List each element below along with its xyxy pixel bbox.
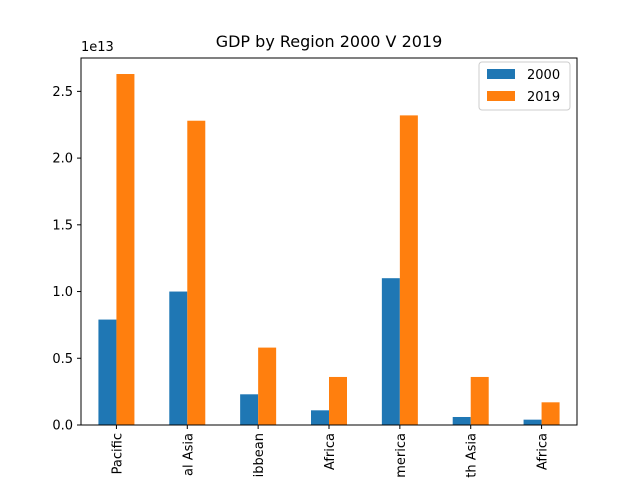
bar-2019-3 <box>329 376 347 425</box>
y-tick-label-2: 1.0 <box>52 285 73 300</box>
y-tick-label-4: 2.0 <box>52 152 73 167</box>
bar-2000-0 <box>98 319 117 425</box>
x-tick-label-1: al Asia <box>181 433 196 476</box>
bar-2000-2 <box>240 394 259 425</box>
bar-2019-6 <box>541 402 560 425</box>
legend: 2000 2019 <box>478 61 571 111</box>
bar-2019-0 <box>116 74 135 426</box>
bar-2019-2 <box>258 347 277 425</box>
x-tick-label-5: th Asia <box>465 433 480 478</box>
x-tick-label-3: Africa <box>323 433 338 470</box>
legend-label-2019: 2019 <box>527 90 560 105</box>
legend-swatch-2019 <box>487 91 515 101</box>
bar-2019-1 <box>187 120 206 425</box>
x-tick-label-4: merica <box>394 433 409 478</box>
y-offset-label: 1e13 <box>81 40 114 55</box>
y-tick-label-3: 1.5 <box>52 218 73 233</box>
plot-area: 0.0 0.5 1.0 1.5 2.0 2.5 Pacific al Asia ibbean Af… <box>52 57 578 478</box>
y-tick-label-5: 2.5 <box>52 85 73 100</box>
chart-title: GDP by Region 2000 V 2019 <box>216 32 443 51</box>
legend-label-2000: 2000 <box>527 68 560 83</box>
bar-2000-3 <box>311 410 329 425</box>
legend-swatch-2000 <box>487 69 515 79</box>
bar-2019-4 <box>399 115 418 426</box>
bar-2019-5 <box>470 376 489 425</box>
bar-2000-1 <box>169 291 188 425</box>
bar-2000-6 <box>523 419 542 425</box>
y-tick-label-0: 0.0 <box>52 419 73 434</box>
bar-2000-4 <box>381 278 400 425</box>
x-tick-label-6: Africa <box>536 433 551 470</box>
y-tick-label-1: 0.5 <box>52 352 73 367</box>
bar-2000-5 <box>452 416 471 425</box>
x-tick-label-0: Pacific <box>110 433 125 474</box>
x-tick-label-2: ibbean <box>252 433 267 477</box>
